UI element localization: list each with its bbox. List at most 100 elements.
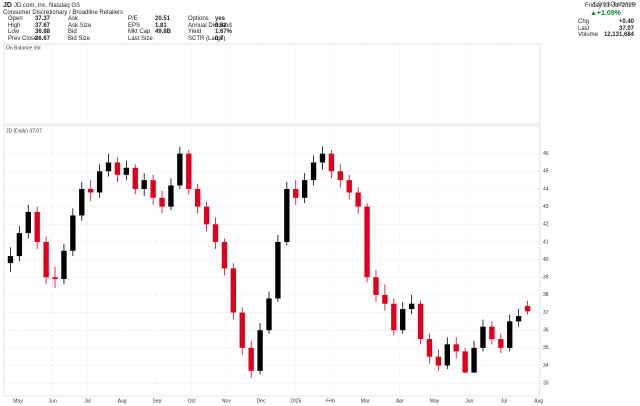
candle-body — [16, 233, 23, 257]
candle-body — [462, 351, 468, 373]
field-label: Low — [8, 29, 20, 35]
candle-body — [257, 330, 263, 371]
field-value: 36.67 — [35, 35, 51, 42]
field-label: Last — [578, 25, 590, 32]
field-label: Open — [8, 16, 23, 22]
y-tick-label: 34 — [543, 363, 549, 369]
candle-body — [212, 224, 219, 242]
candle-body — [61, 250, 67, 280]
candle-body — [168, 185, 174, 207]
field-label: Ask — [68, 16, 79, 22]
candle-body — [489, 326, 495, 340]
x-tick-label: Oct — [188, 398, 196, 404]
candle-body — [301, 180, 308, 198]
field-value: 37.37 — [35, 16, 51, 22]
x-tick-label: May — [430, 398, 440, 404]
x-tick-label: Mar — [361, 398, 370, 404]
candle-body — [346, 180, 352, 193]
field-label: P/E — [128, 16, 138, 22]
candle-body — [177, 153, 183, 186]
field-label: High — [8, 22, 21, 29]
x-tick-label: Jul — [501, 398, 507, 404]
candle-body — [25, 211, 31, 234]
candle-body — [203, 206, 210, 225]
x-tick-label: Apr — [396, 398, 404, 404]
candle-body — [417, 303, 424, 340]
x-tick-label: Jun — [465, 398, 473, 404]
candle-body — [7, 256, 14, 264]
field-value: 49.8B — [155, 29, 172, 35]
candle-body — [159, 197, 165, 207]
candle-body — [275, 241, 281, 299]
field-label: Bid Size — [68, 35, 91, 42]
x-tick-label: Nov — [222, 398, 231, 404]
candle-body — [186, 153, 192, 189]
brand: © StockCharts.com — [593, 0, 636, 7]
candle-body — [230, 268, 237, 313]
candle-body — [88, 188, 94, 193]
candle-body — [524, 306, 531, 312]
date: Friday 21-Jul-2025 — [585, 3, 636, 9]
candle-body — [319, 153, 326, 163]
candle-body — [239, 312, 245, 348]
indicator-panel — [3, 43, 541, 125]
candle-body — [408, 303, 415, 310]
candle-body — [444, 344, 450, 366]
candle-body — [132, 167, 138, 189]
candle-body — [310, 162, 317, 181]
candle-body — [114, 162, 121, 175]
field-label: Bid — [68, 29, 77, 35]
candle-body — [364, 206, 370, 278]
field-label: SCTR (Large) — [188, 35, 226, 42]
field-label: Chg — [578, 19, 590, 25]
x-tick-label: Dec — [257, 398, 266, 404]
field-label: Mkt Cap — [128, 29, 151, 35]
x-tick-label: Aug — [534, 398, 543, 404]
candle-body — [195, 188, 201, 207]
candle-body — [426, 339, 433, 357]
company: JD.com, Inc. Nasdaq GS — [14, 3, 81, 9]
candle-body — [391, 303, 397, 331]
symbol: JD — [3, 2, 12, 9]
candle-body — [328, 153, 335, 172]
candle-body — [284, 188, 290, 242]
field-label: Volume — [578, 32, 599, 38]
indicator-label: On Balance Vol — [6, 45, 40, 51]
candle-body — [221, 241, 228, 269]
candle-body — [34, 211, 40, 242]
field-label: Ask Size — [68, 22, 92, 29]
x-tick-label: May — [13, 398, 23, 404]
field-value: 12,131,684 — [603, 32, 634, 38]
candle-body — [248, 347, 254, 371]
candle-body — [293, 188, 299, 198]
candle-body — [79, 188, 85, 216]
field-value: 20.51 — [155, 16, 171, 22]
candle-body — [471, 347, 477, 373]
candle-body — [43, 241, 49, 278]
field-label: Last Size — [128, 35, 153, 42]
candle-body — [507, 321, 513, 348]
candle-body — [150, 180, 156, 198]
candle-body — [105, 162, 112, 172]
candle-body — [400, 309, 406, 331]
y-tick-label: 36 — [543, 328, 549, 334]
candle-body — [266, 298, 272, 331]
candle-body — [337, 171, 343, 181]
candle-body — [123, 167, 130, 175]
y-tick-label: 35 — [543, 345, 549, 351]
field-value: 0.7 — [215, 35, 224, 42]
candle-body — [515, 316, 522, 322]
y-tick-label: 42 — [543, 222, 549, 228]
candle-body — [498, 339, 504, 348]
candle-body — [382, 294, 388, 304]
x-tick-label: Aug — [118, 398, 127, 404]
sector: Consumer Discretionary / Broadline Retai… — [3, 10, 124, 16]
x-tick-label: Jul — [84, 398, 90, 404]
y-tick-label: 38 — [543, 292, 549, 298]
field-value: 36.88 — [35, 29, 51, 35]
field-value: +0.40 — [618, 19, 634, 25]
y-tick-label: 44 — [543, 186, 549, 192]
candle-body — [355, 192, 361, 207]
field-value: yes — [215, 16, 226, 22]
